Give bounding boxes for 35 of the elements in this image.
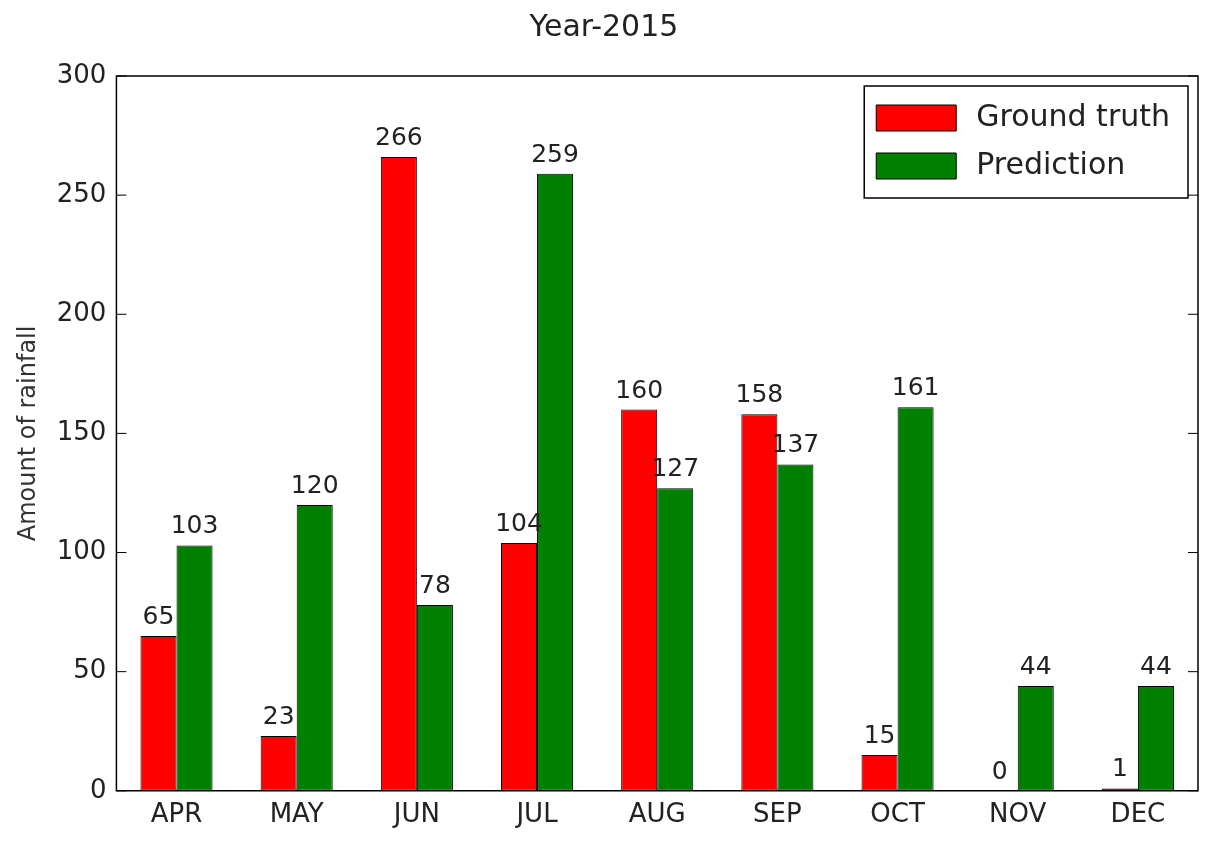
- data-label: 0: [991, 755, 1008, 785]
- data-label: 120: [290, 469, 339, 499]
- legend-label: Ground truth: [976, 97, 1171, 133]
- y-tick-label: 200: [56, 297, 107, 328]
- data-label: 158: [735, 379, 784, 409]
- data-label: 1: [1111, 753, 1128, 783]
- x-tick-label: MAY: [269, 798, 324, 829]
- data-label: 259: [531, 138, 579, 168]
- y-tick-label: 100: [56, 535, 107, 566]
- data-label: 44: [1019, 650, 1052, 680]
- x-tick-label: APR: [150, 798, 203, 829]
- data-label: 44: [1140, 650, 1172, 680]
- y-tick-label: 50: [73, 654, 107, 685]
- x-tick-label: NOV: [989, 798, 1047, 829]
- y-tick-label: 300: [56, 58, 107, 89]
- data-label: 160: [615, 374, 664, 404]
- data-label: 23: [262, 701, 295, 730]
- x-tick-label: DEC: [1110, 798, 1166, 829]
- data-label: 161: [891, 372, 940, 402]
- y-tick-label: 250: [56, 177, 107, 208]
- data-label: 103: [170, 510, 219, 540]
- y-tick-label: 0: [89, 773, 107, 804]
- data-label: 78: [418, 569, 451, 599]
- data-label: 266: [374, 122, 423, 152]
- legend-label: Prediction: [976, 145, 1126, 181]
- chart-title: Year-2015: [528, 7, 679, 43]
- x-tick-label: AUG: [628, 798, 686, 829]
- x-tick-label: JUL: [514, 798, 559, 829]
- x-tick-label: JUN: [391, 798, 440, 829]
- y-axis-title: Amount of rainfall: [12, 325, 41, 542]
- data-label: 15: [863, 720, 896, 750]
- y-tick-label: 150: [56, 416, 107, 447]
- x-tick-label: SEP: [753, 798, 802, 829]
- x-tick-label: OCT: [870, 798, 925, 829]
- data-label: 65: [142, 600, 175, 630]
